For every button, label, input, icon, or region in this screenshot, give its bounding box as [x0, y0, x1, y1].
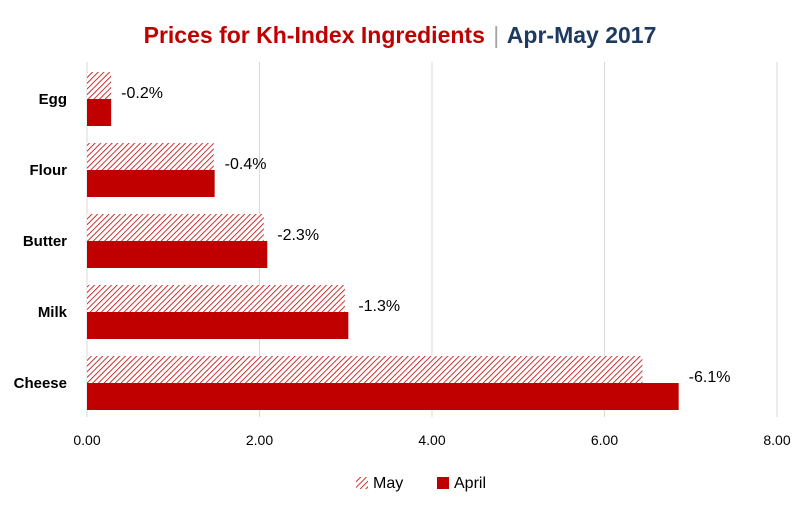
bar-may: [87, 356, 643, 383]
category-label: Butter: [23, 233, 67, 250]
category-label: Cheese: [14, 375, 67, 392]
bar-april: [87, 312, 349, 339]
bar-may: [87, 72, 112, 99]
data-label: -1.3%: [358, 298, 400, 315]
x-tick-label: 2.00: [246, 432, 273, 448]
bar-april: [87, 170, 215, 197]
chart-title-separator: |: [493, 22, 500, 48]
x-tick-label: 0.00: [73, 432, 100, 448]
data-label: -6.1%: [689, 369, 731, 386]
x-tick-label: 8.00: [763, 432, 790, 448]
data-label: -0.4%: [225, 156, 267, 173]
x-tick-label: 4.00: [418, 432, 445, 448]
legend-label-may: May: [373, 475, 403, 492]
chart-title: Prices for Kh-Index Ingredients | Apr-Ma…: [0, 22, 800, 49]
legend-swatch-april: [437, 477, 449, 489]
bar-may: [87, 285, 345, 312]
bar-april: [87, 241, 268, 268]
category-label: Egg: [39, 91, 67, 108]
data-label: -0.2%: [121, 85, 163, 102]
x-tick-label: 6.00: [591, 432, 618, 448]
bar-may: [87, 214, 264, 241]
labels: 0.00 2.00 4.00 6.00 8.00 Egg -0.2% Flour -0.4% Bu…: [14, 85, 791, 448]
chart-title-period: Apr-May 2017: [506, 22, 657, 48]
bar-april: [87, 383, 679, 410]
category-label: Flour: [30, 162, 68, 179]
legend: May April: [356, 475, 486, 492]
legend-swatch-may: [356, 477, 368, 489]
data-label: -2.3%: [277, 227, 319, 244]
bar-may: [87, 143, 214, 170]
bars: [87, 72, 679, 410]
category-label: Milk: [38, 304, 68, 321]
legend-label-april: April: [454, 475, 486, 492]
bar-april: [87, 99, 112, 126]
chart-title-main: Prices for Kh-Index Ingredients: [143, 22, 485, 48]
